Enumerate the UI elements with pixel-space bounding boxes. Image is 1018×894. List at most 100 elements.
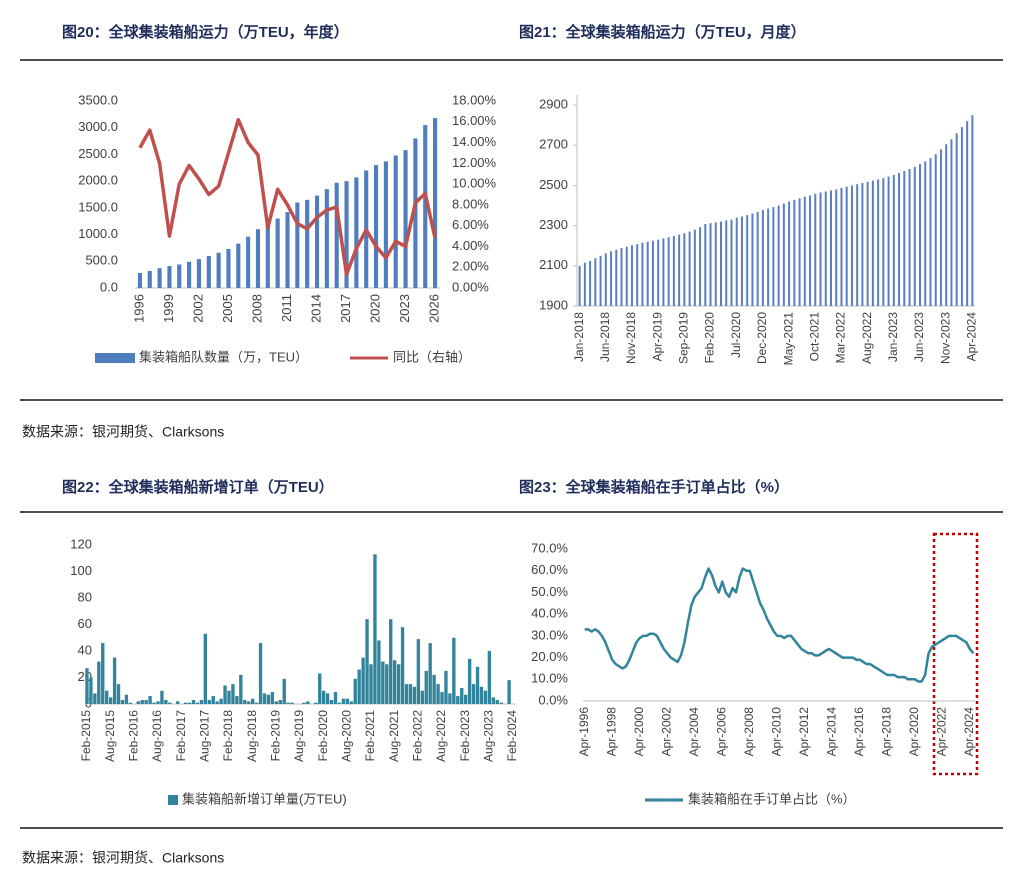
bar bbox=[651, 240, 654, 306]
x-tick-label: Aug-2018 bbox=[245, 710, 259, 762]
bar bbox=[377, 640, 381, 704]
bar bbox=[203, 633, 207, 704]
bar bbox=[219, 698, 223, 704]
bar bbox=[353, 678, 357, 704]
x-tick-label: Feb-2021 bbox=[363, 710, 377, 762]
y-tick-label: 0.0% bbox=[538, 692, 568, 707]
bar bbox=[128, 702, 133, 704]
bar bbox=[814, 193, 817, 306]
bar bbox=[290, 702, 294, 704]
bar bbox=[258, 643, 263, 704]
y-tick-label: 2500 bbox=[539, 177, 568, 192]
bar bbox=[231, 684, 235, 704]
y-tick-label: 120 bbox=[70, 536, 92, 551]
x-tick-label: Jan-2018 bbox=[572, 312, 586, 362]
bar bbox=[714, 222, 717, 306]
bar bbox=[440, 692, 444, 704]
x-tick-label: 1996 bbox=[131, 294, 146, 323]
bar bbox=[108, 697, 113, 704]
bar bbox=[265, 221, 270, 288]
bar bbox=[282, 678, 286, 704]
bar bbox=[630, 245, 633, 306]
bar bbox=[730, 219, 733, 306]
bar bbox=[275, 218, 280, 288]
bar bbox=[479, 686, 484, 704]
bar bbox=[344, 181, 349, 288]
x-tick-label: Feb-2017 bbox=[174, 710, 188, 762]
bar bbox=[636, 244, 639, 306]
line bbox=[584, 567, 975, 683]
x-tick-label: Jan-2023 bbox=[886, 312, 900, 362]
bar bbox=[578, 265, 581, 306]
bar bbox=[835, 189, 838, 306]
legend-label: 集装箱船队数量（万，TEU） bbox=[139, 349, 308, 364]
bar bbox=[116, 684, 121, 704]
y-tick-label: 40 bbox=[78, 642, 92, 657]
bar bbox=[223, 685, 227, 704]
x-tick-label: Apr-2008 bbox=[742, 707, 756, 757]
legend-label: 集装箱船新增订单量(万TEU) bbox=[182, 791, 347, 806]
x-tick-label: Mar-2022 bbox=[834, 312, 848, 364]
bar bbox=[499, 702, 503, 704]
bar bbox=[199, 700, 204, 704]
bar bbox=[428, 643, 432, 704]
bar bbox=[908, 168, 911, 306]
bar bbox=[934, 154, 937, 306]
y-tick-label: 40.0% bbox=[531, 606, 568, 621]
x-tick-label: Aug-2017 bbox=[197, 710, 211, 762]
bar bbox=[861, 183, 864, 306]
y2-tick-label: 8.00% bbox=[452, 196, 489, 211]
bar bbox=[620, 248, 623, 306]
x-tick-label: Apr-2024 bbox=[962, 707, 976, 757]
bar bbox=[314, 195, 320, 288]
x-tick-label: Apr-2019 bbox=[650, 312, 664, 362]
bar bbox=[144, 700, 148, 704]
x-tick-label: 2017 bbox=[338, 294, 353, 323]
bar bbox=[420, 690, 424, 704]
bar bbox=[955, 133, 958, 306]
bar bbox=[393, 660, 397, 704]
bar bbox=[120, 700, 125, 704]
bar bbox=[456, 696, 460, 704]
bar bbox=[373, 165, 379, 288]
bar bbox=[829, 190, 832, 306]
bar bbox=[641, 242, 644, 306]
bar bbox=[877, 179, 880, 306]
bar bbox=[725, 220, 728, 306]
bar bbox=[615, 249, 618, 306]
x-tick-label: Apr-2014 bbox=[824, 707, 838, 757]
bar bbox=[424, 670, 428, 704]
bar bbox=[467, 658, 472, 704]
y-tick-label: 60.0% bbox=[531, 562, 568, 577]
bar bbox=[93, 693, 97, 704]
x-tick-label: Feb-2024 bbox=[505, 710, 519, 762]
bar bbox=[306, 701, 310, 704]
bar bbox=[924, 161, 927, 306]
bar bbox=[177, 264, 182, 288]
y2-tick-label: 2.00% bbox=[452, 259, 489, 274]
bar bbox=[361, 657, 365, 704]
x-tick-label: Nov-2018 bbox=[624, 312, 638, 364]
x-tick-label: 1999 bbox=[161, 294, 176, 323]
x-tick-label: Apr-2012 bbox=[797, 707, 811, 757]
y-tick-label: 2700 bbox=[539, 137, 568, 152]
bar bbox=[444, 670, 448, 704]
source: 数据来源：银河期货、Clarksons bbox=[22, 850, 224, 866]
bar bbox=[187, 702, 192, 704]
x-tick-label: Apr-2006 bbox=[714, 707, 728, 757]
bar bbox=[735, 217, 738, 306]
bar bbox=[255, 229, 261, 288]
bar bbox=[898, 172, 901, 306]
bar bbox=[152, 702, 156, 704]
bar bbox=[892, 174, 895, 306]
bar bbox=[247, 701, 251, 704]
bar bbox=[483, 690, 488, 704]
bar bbox=[274, 701, 279, 704]
bar bbox=[699, 227, 702, 306]
y-tick-label: 80 bbox=[78, 589, 92, 604]
bar bbox=[667, 237, 670, 306]
bar bbox=[966, 121, 969, 306]
bar bbox=[385, 664, 389, 704]
bar bbox=[404, 684, 409, 704]
